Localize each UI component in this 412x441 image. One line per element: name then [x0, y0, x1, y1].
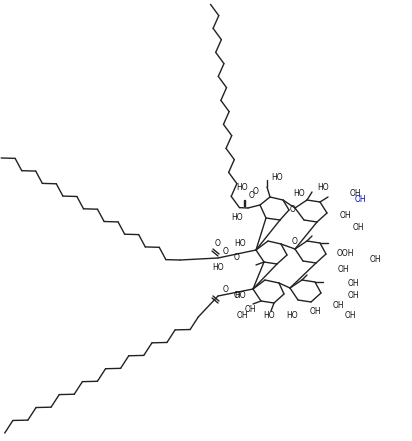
- Text: OH: OH: [370, 255, 382, 265]
- Text: OH: OH: [355, 195, 367, 205]
- Text: OH: OH: [245, 306, 257, 314]
- Text: HO: HO: [263, 311, 275, 321]
- Text: OH: OH: [340, 210, 351, 220]
- Text: OH: OH: [237, 311, 248, 321]
- Text: O: O: [223, 247, 229, 257]
- Text: OH: OH: [345, 310, 357, 319]
- Text: OH: OH: [338, 265, 350, 274]
- Text: HO: HO: [271, 173, 283, 183]
- Text: OH: OH: [348, 292, 360, 300]
- Text: O: O: [223, 285, 229, 295]
- Text: HO: HO: [236, 183, 248, 193]
- Text: HO: HO: [234, 239, 246, 247]
- Text: HO: HO: [232, 213, 243, 223]
- Text: HO: HO: [286, 311, 297, 321]
- Text: OOH: OOH: [337, 248, 354, 258]
- Text: O: O: [234, 292, 240, 300]
- Text: O: O: [249, 191, 255, 199]
- Text: O: O: [253, 187, 259, 195]
- Text: OH: OH: [333, 300, 344, 310]
- Text: OH: OH: [353, 223, 365, 232]
- Text: HO: HO: [293, 188, 304, 198]
- Text: OH: OH: [310, 306, 322, 315]
- Text: O: O: [234, 253, 240, 262]
- Text: HO: HO: [234, 291, 246, 299]
- Text: OH: OH: [348, 279, 360, 288]
- Text: O: O: [290, 206, 296, 214]
- Text: OH: OH: [350, 188, 362, 198]
- Text: HO: HO: [212, 264, 224, 273]
- Text: O: O: [292, 238, 298, 247]
- Text: HO: HO: [317, 183, 329, 193]
- Text: O: O: [215, 239, 221, 248]
